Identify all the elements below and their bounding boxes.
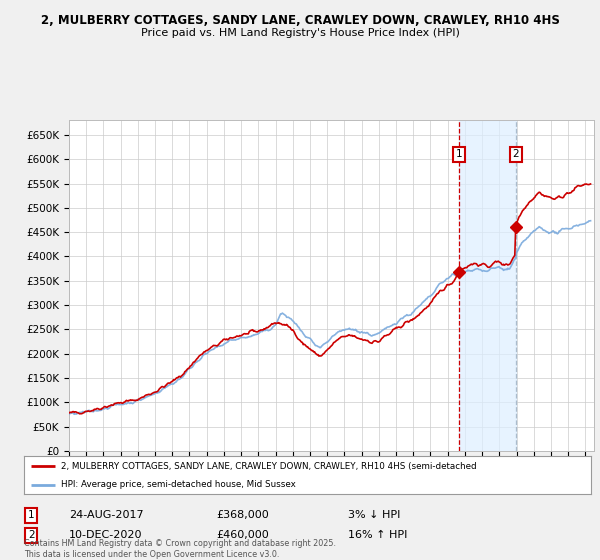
Text: 2: 2 (28, 530, 35, 540)
Text: 3% ↓ HPI: 3% ↓ HPI (348, 510, 400, 520)
Text: 2, MULBERRY COTTAGES, SANDY LANE, CRAWLEY DOWN, CRAWLEY, RH10 4HS: 2, MULBERRY COTTAGES, SANDY LANE, CRAWLE… (41, 14, 559, 27)
Text: 16% ↑ HPI: 16% ↑ HPI (348, 530, 407, 540)
Text: £460,000: £460,000 (216, 530, 269, 540)
Text: 24-AUG-2017: 24-AUG-2017 (69, 510, 143, 520)
Text: Price paid vs. HM Land Registry's House Price Index (HPI): Price paid vs. HM Land Registry's House … (140, 28, 460, 38)
Text: 2: 2 (512, 150, 519, 160)
Bar (459, 120, 515, 451)
Text: 1: 1 (28, 510, 35, 520)
Text: Contains HM Land Registry data © Crown copyright and database right 2025.
This d: Contains HM Land Registry data © Crown c… (24, 539, 336, 559)
Text: 10-DEC-2020: 10-DEC-2020 (69, 530, 143, 540)
Text: HPI: Average price, semi-detached house, Mid Sussex: HPI: Average price, semi-detached house,… (61, 480, 296, 489)
Text: 1: 1 (455, 150, 462, 160)
Text: 2, MULBERRY COTTAGES, SANDY LANE, CRAWLEY DOWN, CRAWLEY, RH10 4HS (semi-detached: 2, MULBERRY COTTAGES, SANDY LANE, CRAWLE… (61, 461, 476, 470)
Text: £368,000: £368,000 (216, 510, 269, 520)
